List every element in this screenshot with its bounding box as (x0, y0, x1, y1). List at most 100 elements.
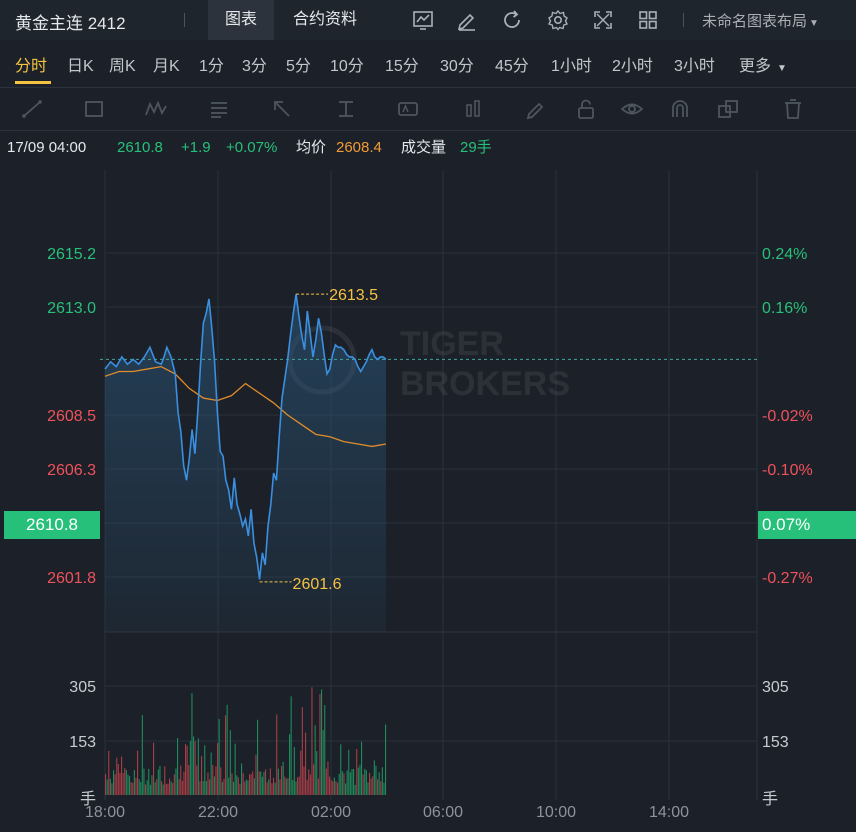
volume-unit-left: 手 (80, 790, 96, 808)
x-tick-label: 22:00 (198, 804, 238, 821)
volume-bar (370, 778, 372, 795)
volume-bar (380, 781, 382, 795)
volume-bar (333, 777, 335, 795)
volume-bar (154, 782, 156, 795)
period-timeshare[interactable]: 分时 (15, 58, 48, 75)
volume-bar (287, 778, 289, 795)
volume-bar (330, 779, 332, 795)
volume-bar (362, 774, 364, 795)
volume-bar (113, 770, 115, 795)
volume-bar (337, 782, 339, 795)
period-day[interactable]: 日K (67, 58, 94, 75)
current-pct-tag: 0.07% (758, 511, 856, 539)
volume-bar (165, 783, 167, 795)
layers-icon[interactable] (716, 97, 740, 121)
grid-layout-icon[interactable] (636, 8, 660, 32)
price-chart[interactable]: TIGER BROKERS 2613.5 2601.6 2615.2 2613.0… (0, 166, 856, 832)
period-15m[interactable]: 15分 (385, 58, 419, 75)
y-tick-right: 0.24% (762, 246, 807, 263)
wave-pattern-icon[interactable] (144, 97, 168, 121)
rectangle-icon[interactable] (82, 97, 106, 121)
trash-icon[interactable] (781, 97, 805, 121)
chevron-down-icon: ▼ (809, 18, 819, 29)
volume-bar (183, 771, 185, 795)
volume-bar (329, 776, 331, 795)
volume-bar (338, 773, 340, 795)
volume-bar (303, 766, 305, 795)
bar-marker-icon[interactable] (462, 97, 486, 121)
volume-bar (196, 765, 198, 795)
volume-bar (327, 761, 329, 795)
x-tick-label: 14:00 (649, 804, 689, 821)
chart-indicator-icon[interactable] (411, 8, 435, 32)
volume-bar (279, 779, 281, 795)
chart-area[interactable]: TIGER BROKERS 2613.5 2601.6 2615.2 2613.0… (0, 166, 856, 832)
volume-bar (105, 774, 107, 795)
period-month[interactable]: 月K (153, 58, 180, 75)
divider (184, 13, 185, 27)
fib-lines-icon[interactable] (207, 97, 231, 121)
info-avg-value: 2608.4 (336, 139, 382, 156)
volume-bar (197, 738, 199, 795)
volume-bar (351, 769, 353, 795)
period-5m[interactable]: 5分 (286, 58, 311, 75)
period-10m[interactable]: 10分 (330, 58, 364, 75)
x-axis-labels: 18:00 22:00 02:00 06:00 10:00 14:00 (85, 804, 689, 821)
volume-bar (194, 741, 196, 795)
text-label-icon[interactable] (396, 97, 420, 121)
symbol-title[interactable]: 黄金主连 2412 (15, 14, 126, 33)
period-3h[interactable]: 3小时 (674, 58, 715, 75)
tab-chart[interactable]: 图表 (208, 0, 274, 40)
period-1h[interactable]: 1小时 (551, 58, 592, 75)
current-price-tag: 2610.8 (4, 511, 100, 539)
volume-bar (127, 774, 129, 795)
period-week[interactable]: 周K (109, 58, 136, 75)
volume-bar (137, 750, 139, 795)
average-price-line (104, 365, 387, 448)
period-bar: 分时 日K 周K 月K 1分 3分 5分 10分 15分 30分 45分 1小时… (0, 40, 856, 88)
period-2h[interactable]: 2小时 (612, 58, 653, 75)
volume-bar (375, 765, 377, 795)
volume-bar (277, 768, 279, 795)
y-tick-right: -0.10% (762, 462, 813, 479)
volume-bar (188, 765, 190, 795)
refresh-icon[interactable] (500, 8, 524, 32)
period-3m[interactable]: 3分 (242, 58, 267, 75)
volume-bar (138, 779, 140, 795)
volume-bar (324, 705, 326, 795)
eye-icon[interactable] (620, 97, 644, 121)
volume-bar (372, 776, 374, 795)
brush-icon[interactable] (524, 97, 548, 121)
fullscreen-icon[interactable] (591, 8, 615, 32)
volume-unit-right: 手 (762, 790, 778, 808)
info-volume-label: 成交量 (401, 139, 447, 156)
volume-bar (273, 777, 275, 795)
period-1m[interactable]: 1分 (199, 58, 224, 75)
y-tick-right: -0.02% (762, 408, 813, 425)
volume-bar (357, 767, 359, 795)
volume-bar (111, 783, 113, 795)
arrow-icon[interactable] (270, 97, 294, 121)
period-more[interactable]: 更多 ▼ (739, 52, 787, 76)
vertical-measure-icon[interactable] (334, 97, 358, 121)
volume-bar (207, 772, 209, 795)
draw-pen-icon[interactable] (455, 8, 479, 32)
info-time: 17/09 04:00 (7, 139, 87, 156)
period-45m[interactable]: 45分 (495, 58, 529, 75)
volume-bar (261, 776, 263, 795)
divider (683, 13, 684, 27)
volume-bar (130, 782, 132, 795)
volume-bar (365, 770, 367, 795)
magnet-icon[interactable] (668, 97, 692, 121)
volume-bar (255, 754, 257, 795)
volume-bar (233, 781, 235, 795)
tab-contract-info[interactable]: 合约资料 (292, 11, 357, 28)
layout-selector[interactable]: 未命名图表布局 ▼ (702, 10, 819, 31)
volume-bar (193, 736, 195, 795)
gear-icon[interactable] (546, 8, 570, 32)
lock-icon[interactable] (574, 97, 598, 121)
period-30m[interactable]: 30分 (440, 58, 474, 75)
trend-line-icon[interactable] (20, 97, 44, 121)
volume-bar (210, 752, 212, 795)
top-bar: 黄金主连 2412 图表 合约资料 未命名图表布局 ▼ (0, 0, 856, 41)
